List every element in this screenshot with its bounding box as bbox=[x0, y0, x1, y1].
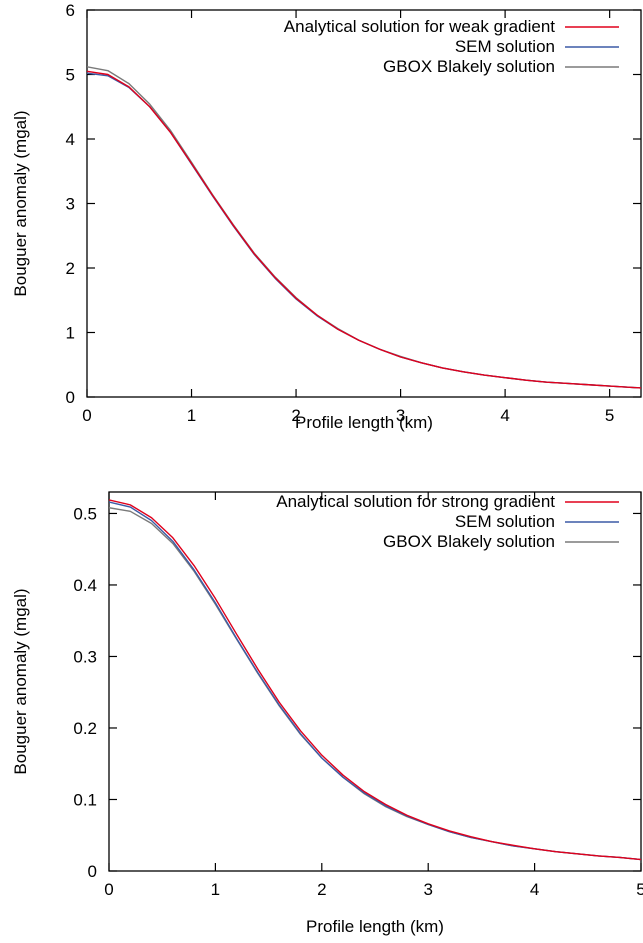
legend: Analytical solution for strong gradientS… bbox=[276, 492, 619, 551]
legend-label-1: Analytical solution for strong gradient bbox=[276, 492, 555, 511]
y-tick-label: 4 bbox=[66, 130, 75, 149]
y-tick-label: 1 bbox=[66, 324, 75, 343]
x-tick-label: 0 bbox=[82, 406, 91, 425]
x-axis-label: Profile length (km) bbox=[306, 917, 444, 936]
y-tick-label: 0 bbox=[66, 388, 75, 407]
x-tick-label: 5 bbox=[605, 406, 614, 425]
series-line-3 bbox=[109, 507, 641, 861]
x-tick-label: 1 bbox=[211, 880, 220, 899]
series-line-1 bbox=[109, 499, 641, 861]
chart-panel-1: 0 1 2 3 4 5 6 0 1 2 3 4 5 Profile length (km) Bouguer … bbox=[11, 1, 642, 432]
y-tick-label: 0.4 bbox=[73, 576, 97, 595]
x-tick-label: 4 bbox=[500, 406, 509, 425]
series-line-1 bbox=[87, 70, 641, 389]
series-line-2 bbox=[109, 501, 641, 861]
series-group bbox=[87, 66, 641, 389]
series-group bbox=[109, 499, 641, 861]
y-tick-label: 2 bbox=[66, 259, 75, 278]
chart-panel-2: 0 0.1 0.2 0.3 0.4 0.5 0 1 2 3 4 5 Profile length (km… bbox=[11, 491, 643, 936]
y-tick-label: 5 bbox=[66, 66, 75, 85]
series-line-2 bbox=[87, 72, 641, 389]
legend-label-3: GBOX Blakely solution bbox=[383, 57, 555, 76]
x-tick-label: 2 bbox=[317, 880, 326, 899]
y-tick-label: 6 bbox=[66, 1, 75, 20]
legend-label-2: SEM solution bbox=[455, 37, 555, 56]
y-tick-label: 0.3 bbox=[73, 647, 97, 666]
x-axis-label: Profile length (km) bbox=[295, 413, 433, 432]
x-tick-label: 0 bbox=[104, 880, 113, 899]
y-tick-label: 0 bbox=[88, 862, 97, 881]
x-tick-label: 2 bbox=[291, 406, 300, 425]
x-tick-label: 4 bbox=[530, 880, 539, 899]
y-tick-label: 3 bbox=[66, 195, 75, 214]
x-tick-label: 1 bbox=[187, 406, 196, 425]
x-tick-label: 3 bbox=[396, 406, 405, 425]
plot-frame bbox=[108, 491, 642, 872]
y-axis-label: Bouguer anomaly (mgal) bbox=[11, 588, 30, 774]
series-line-3 bbox=[87, 66, 641, 389]
y-axis-label: Bouguer anomaly (mgal) bbox=[11, 110, 30, 296]
legend-label-3: GBOX Blakely solution bbox=[383, 532, 555, 551]
legend: Analytical solution for weak gradientSEM… bbox=[284, 17, 619, 76]
y-tick-label: 0.5 bbox=[73, 504, 97, 523]
x-tick-label: 3 bbox=[423, 880, 432, 899]
plot-frame bbox=[86, 9, 642, 398]
legend-label-1: Analytical solution for weak gradient bbox=[284, 17, 555, 36]
y-tick-label: 0.2 bbox=[73, 719, 97, 738]
charts: 0 1 2 3 4 5 6 0 1 2 3 4 5 Profile length (km) Bouguer … bbox=[11, 1, 643, 936]
x-tick-label: 5 bbox=[636, 880, 643, 899]
legend-label-2: SEM solution bbox=[455, 512, 555, 531]
y-tick-label: 0.1 bbox=[73, 790, 97, 809]
